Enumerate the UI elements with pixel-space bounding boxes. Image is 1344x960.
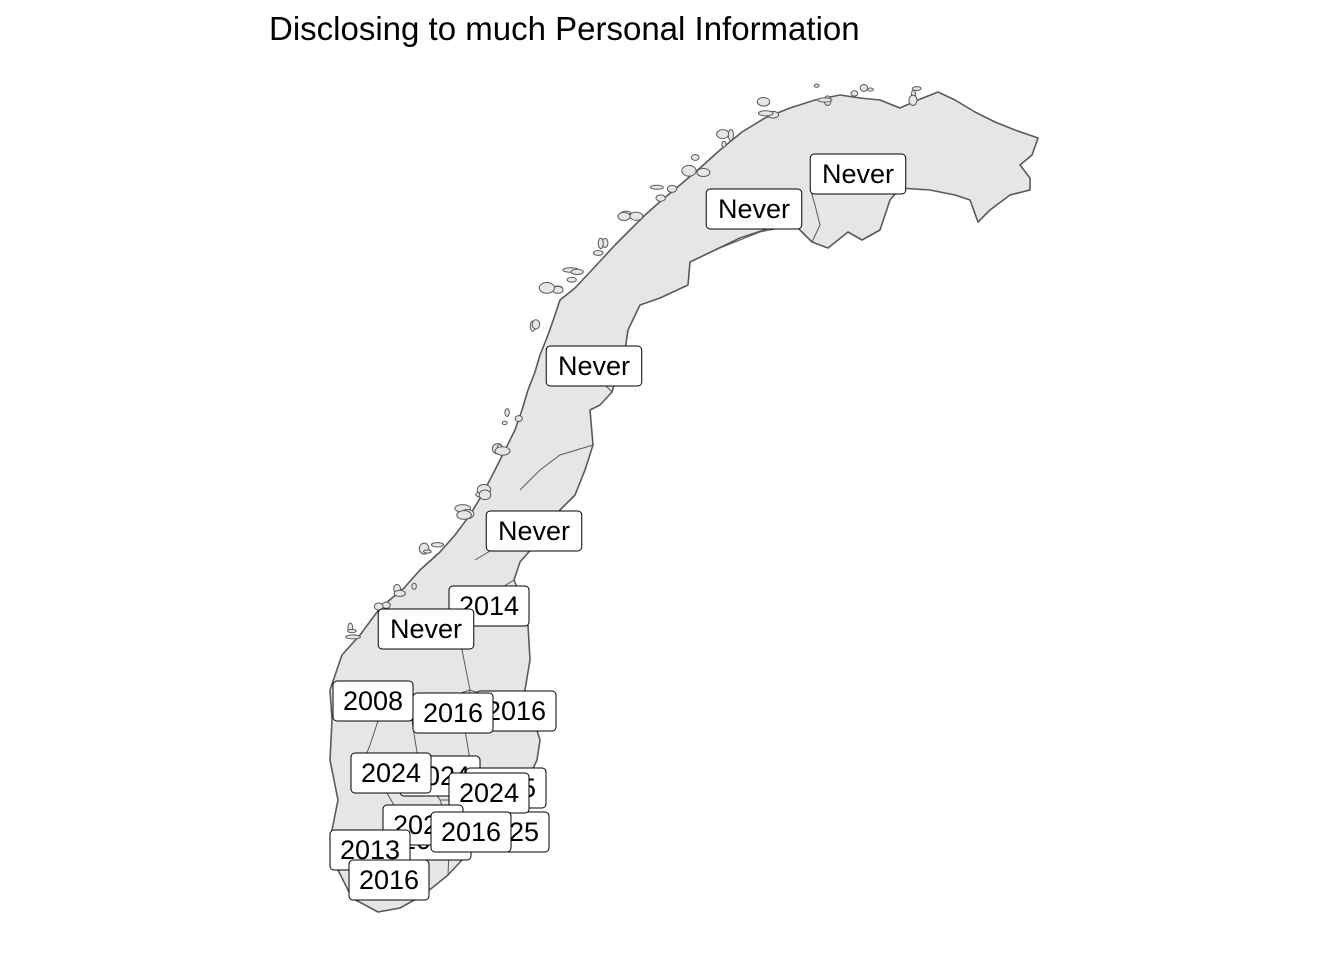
island xyxy=(850,90,859,97)
island xyxy=(655,194,666,202)
label-background xyxy=(809,153,907,195)
island xyxy=(538,282,556,294)
island xyxy=(566,276,577,283)
county-label: 2008 xyxy=(332,680,414,722)
island xyxy=(757,110,774,117)
island xyxy=(813,83,820,88)
island xyxy=(649,184,664,190)
county-label: Never xyxy=(705,188,803,230)
label-background xyxy=(350,752,432,794)
county-label: 2024 xyxy=(448,772,530,814)
island xyxy=(531,319,541,330)
island xyxy=(345,634,361,640)
island xyxy=(456,510,472,520)
label-background xyxy=(377,608,475,650)
county-label: Never xyxy=(377,608,475,650)
island xyxy=(514,415,523,422)
island xyxy=(866,87,874,92)
island xyxy=(597,237,604,250)
county-border xyxy=(809,187,821,243)
island xyxy=(411,582,417,590)
label-background xyxy=(430,811,512,853)
island xyxy=(592,249,604,256)
label-background xyxy=(545,345,643,387)
island xyxy=(393,589,406,597)
label-text: Never xyxy=(822,159,894,189)
label-text: 2016 xyxy=(486,696,546,726)
island xyxy=(690,154,700,161)
island xyxy=(727,128,734,141)
label-text: 2016 xyxy=(359,865,419,895)
county-label: 2016 xyxy=(430,811,512,853)
island xyxy=(501,420,508,426)
island xyxy=(423,549,432,554)
island xyxy=(478,489,492,501)
county-label: Never xyxy=(545,345,643,387)
island xyxy=(817,97,833,103)
island xyxy=(911,86,922,91)
label-text: Never xyxy=(498,516,570,546)
label-text: Never xyxy=(390,614,462,644)
label-text: 2008 xyxy=(343,686,403,716)
island xyxy=(373,602,384,611)
label-background xyxy=(412,692,494,734)
county-label: 2016 xyxy=(475,690,557,732)
label-text: Never xyxy=(558,351,630,381)
county-border xyxy=(519,444,594,491)
label-text: 2024 xyxy=(361,758,421,788)
island xyxy=(681,164,697,177)
label-text: 2024 xyxy=(459,778,519,808)
island xyxy=(494,446,511,456)
county-label: 2016 xyxy=(412,692,494,734)
island xyxy=(859,83,869,92)
island xyxy=(504,408,510,417)
label-background xyxy=(348,859,430,901)
island xyxy=(570,268,584,276)
island xyxy=(908,94,918,107)
county-label: 2024 xyxy=(350,752,432,794)
county-label: Never xyxy=(485,510,583,552)
island xyxy=(716,129,730,140)
label-text: 2016 xyxy=(423,698,483,728)
chart-title: Disclosing to much Personal Information xyxy=(269,10,860,47)
island xyxy=(666,184,678,193)
island xyxy=(756,96,771,107)
county-label: Never xyxy=(809,153,907,195)
label-background xyxy=(705,188,803,230)
island xyxy=(721,140,727,148)
island xyxy=(430,542,445,548)
label-text: 2016 xyxy=(441,817,501,847)
label-background xyxy=(485,510,583,552)
label-text: Never xyxy=(718,194,790,224)
island xyxy=(629,211,644,221)
island xyxy=(696,167,711,178)
island xyxy=(347,628,357,634)
county-label: 2016 xyxy=(348,859,430,901)
island xyxy=(617,211,631,222)
